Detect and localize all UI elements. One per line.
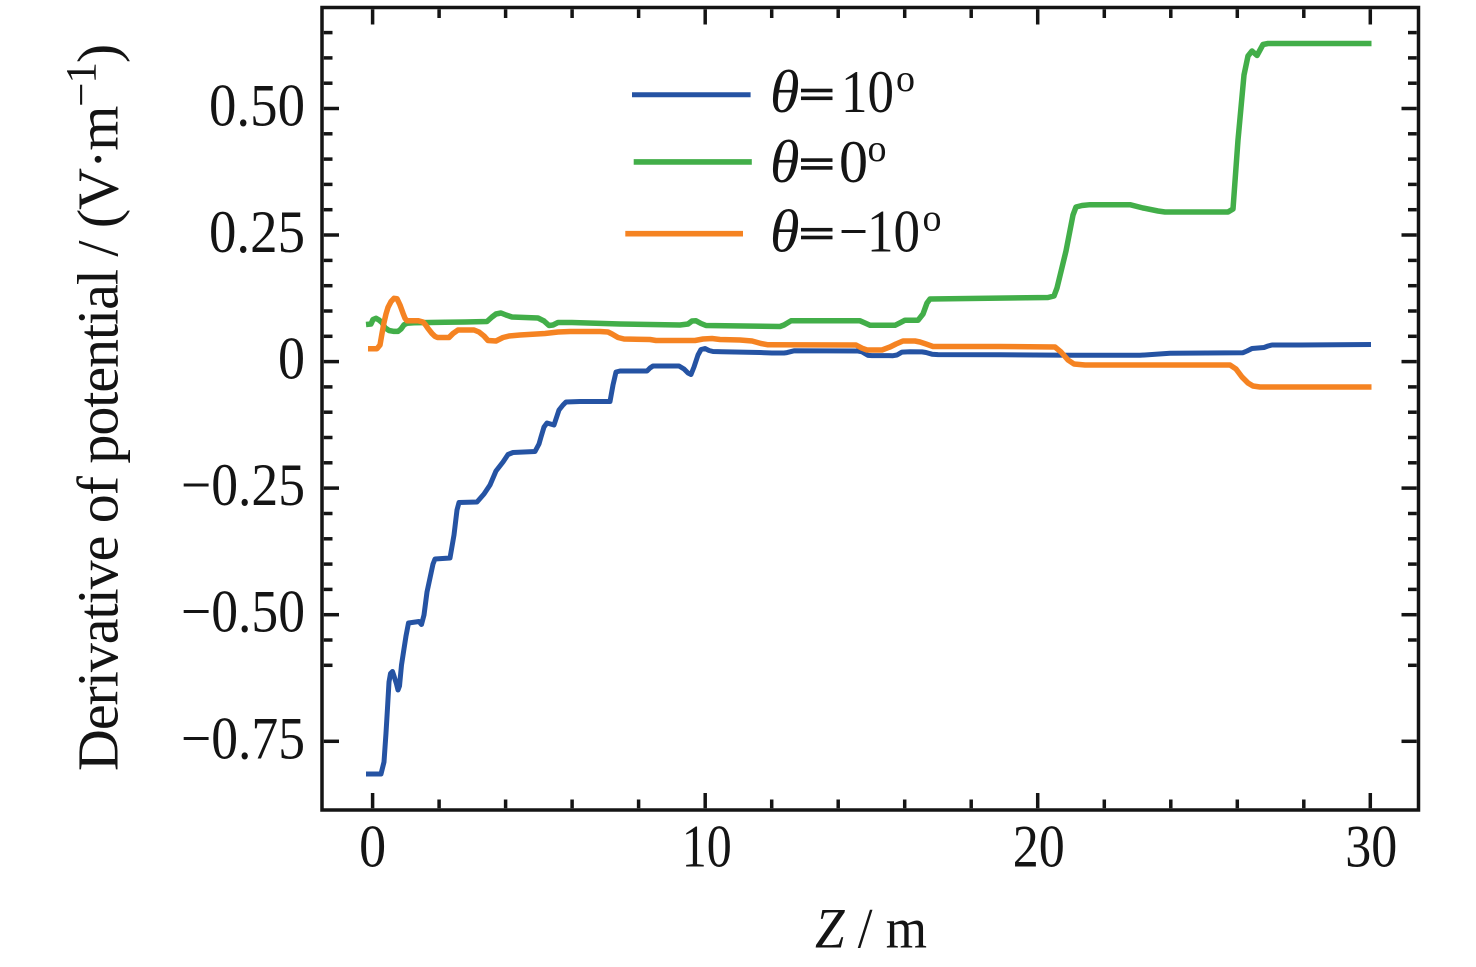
svg-text:10: 10 xyxy=(682,813,732,879)
svg-text:0.25: 0.25 xyxy=(209,199,305,265)
svg-text:10: 10 xyxy=(841,59,894,125)
svg-text:−0.75: −0.75 xyxy=(181,705,305,771)
svg-text:o: o xyxy=(923,197,942,239)
svg-text:−0.25: −0.25 xyxy=(181,452,305,518)
svg-text:−: − xyxy=(839,198,868,264)
svg-text:30: 30 xyxy=(1345,813,1397,879)
svg-text:θ: θ xyxy=(770,198,799,264)
svg-text:20: 20 xyxy=(1013,813,1065,879)
svg-text:0: 0 xyxy=(359,813,386,879)
svg-text:Z / m: Z / m xyxy=(815,898,927,961)
svg-text:o: o xyxy=(896,58,915,100)
svg-text:0.50: 0.50 xyxy=(209,73,305,139)
svg-text:o: o xyxy=(868,128,887,170)
svg-text:θ: θ xyxy=(770,59,799,125)
svg-text:0: 0 xyxy=(839,129,868,195)
svg-text:Derivative of potential / (V·m: Derivative of potential / (V·m−1) xyxy=(59,45,131,771)
svg-text:−0.50: −0.50 xyxy=(181,579,305,645)
svg-text:0: 0 xyxy=(278,326,305,392)
svg-text:10: 10 xyxy=(867,198,920,264)
svg-text:θ: θ xyxy=(770,129,799,195)
